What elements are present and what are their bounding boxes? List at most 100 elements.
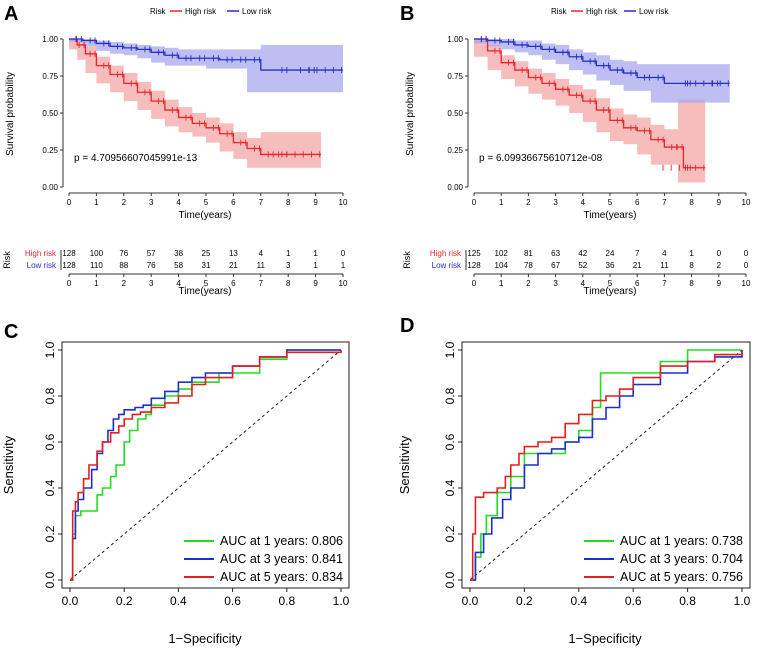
km-b-axes: 0.00 0.25 0.50 0.75 1.00 0 1 2 3 4 5 6 7 8 9 10: [447, 35, 751, 207]
km-a-table-tick-label: 2: [122, 279, 127, 288]
roc-d-xtick-label: 0.6: [625, 594, 642, 608]
km-a-table-title: Risk: [2, 251, 12, 269]
roc-panel-d: Sensitivity 1−Specificity 0.0 0.2 0.4 0.6 0.…: [397, 341, 751, 646]
km-b-table-count: 63: [551, 249, 560, 258]
roc-c-curve-1y: [70, 349, 341, 581]
km-b-legend-low: Low risk: [639, 7, 669, 16]
km-a-table-tick-label: 8: [286, 279, 291, 288]
km-a-table-tick-label: 9: [313, 279, 318, 288]
km-a-ytick-label: 0.00: [42, 183, 58, 192]
km-a-table-count: 128: [62, 249, 76, 258]
km-a-table-count: 100: [90, 249, 104, 258]
km-b-table-count: 4: [662, 249, 667, 258]
km-a-table-count: 3: [286, 261, 291, 270]
roc-c-ylabel: Sensitivity: [1, 435, 16, 494]
km-b-table-tick-label: 6: [635, 279, 640, 288]
km-a-table-tick-label: 10: [339, 279, 348, 288]
km-a-ytick-label: 0.25: [42, 146, 58, 155]
km-a-table-count: 11: [257, 261, 266, 270]
km-b-table-tick-label: 4: [581, 279, 586, 288]
km-b-curves: [474, 36, 730, 183]
km-a-table-tick-label: 4: [176, 279, 181, 288]
km-a-table-count: 0: [341, 249, 346, 258]
roc-c-frame: [61, 341, 350, 589]
km-a-table-count: 57: [147, 249, 156, 258]
panel-letter-b: B: [400, 3, 414, 25]
km-a-table-tick-label: 6: [231, 279, 236, 288]
roc-d-ylabel: Sensitivity: [397, 435, 412, 494]
km-a-xtick-label: 1: [94, 198, 99, 207]
roc-d-ytick-label: 1.0: [443, 341, 457, 358]
km-b-xtick-label: 7: [662, 198, 667, 207]
km-b-xtick-label: 4: [581, 198, 586, 207]
km-panel-a: Risk High risk Low risk Survival probabi…: [2, 7, 348, 297]
km-a-table-count: 88: [119, 261, 128, 270]
km-b-table-tick-label: 0: [472, 279, 477, 288]
km-b-table-count: 7: [635, 249, 640, 258]
km-b-table-count: 42: [578, 249, 587, 258]
km-b-xtick-label: 0: [472, 198, 477, 207]
roc-d-legend: AUC at 1 years: 0.738 AUC at 3 years: 0.7…: [584, 534, 743, 584]
roc-c-xlabel: 1−Specificity: [168, 631, 242, 646]
km-a-ytick-label: 0.75: [42, 72, 58, 81]
km-a-xtick-label: 3: [149, 198, 154, 207]
km-a-xtick-label: 9: [313, 198, 318, 207]
km-a-low-ci-band: [69, 39, 343, 93]
roc-c-ytick-label: 0.8: [43, 387, 57, 404]
km-a-ylabel: Survival probability: [5, 72, 16, 156]
roc-c-curve-5y: [70, 350, 342, 581]
km-a-ytick-label: 0.50: [42, 109, 58, 118]
km-b-xtick-label: 1: [499, 198, 504, 207]
km-b-table-count: 36: [606, 261, 615, 270]
km-b-table-title: Risk: [402, 251, 412, 269]
roc-c-legend-label-1y: AUC at 1 years: 0.806: [220, 534, 343, 548]
km-b-table-tick-label: 9: [717, 279, 722, 288]
km-b-pvalue: p = 6.09936675610712e-08: [479, 153, 603, 164]
roc-d-curves: [469, 349, 743, 581]
roc-d-frame: [461, 341, 751, 589]
km-b-xtick-label: 9: [717, 198, 722, 207]
km-a-table-count: 13: [229, 249, 238, 258]
km-a-table-count: 1: [341, 261, 346, 270]
km-b-table-count: 52: [578, 261, 587, 270]
km-a-table-count: 58: [174, 261, 183, 270]
km-a-curves: [69, 36, 343, 168]
km-b-table-tick-label: 8: [689, 279, 694, 288]
km-a-table-tick-label: 1: [94, 279, 99, 288]
roc-c-xtick-label: 1.0: [333, 594, 350, 608]
km-b-low-curve: [474, 38, 730, 85]
km-a-table-count: 25: [202, 249, 211, 258]
roc-d-xlabel: 1−Specificity: [568, 631, 642, 646]
km-a-axes: 0.00 0.25 0.50 0.75 1.00 0 1 2 3 4 5 6 7 8 9 10: [42, 35, 348, 207]
km-b-ytick-label: 0.50: [447, 109, 463, 118]
km-b-table-tick-label: 5: [608, 279, 613, 288]
roc-d-curve-5y: [470, 352, 743, 581]
km-a-xtick-label: 6: [231, 198, 236, 207]
km-b-high-curve: [474, 38, 706, 169]
km-b-high-ci-band: [474, 39, 706, 183]
km-b-table-tick-label: 10: [742, 279, 751, 288]
km-b-table-tick-label: 7: [662, 279, 667, 288]
km-b-table-count: 128: [467, 261, 481, 270]
roc-c-xtick-label: 0.4: [170, 594, 187, 608]
km-b-table-count: 102: [495, 249, 509, 258]
roc-c-legend: AUC at 1 years: 0.806 AUC at 3 years: 0.8…: [184, 534, 343, 584]
km-a-xtick-label: 7: [259, 198, 264, 207]
km-a-legend-low: Low risk: [242, 7, 272, 16]
km-a-xtick-label: 5: [204, 198, 209, 207]
km-b-ylabel: Survival probability: [405, 72, 416, 156]
roc-c-xtick-label: 0.2: [116, 594, 133, 608]
km-b-table-count: 78: [524, 261, 533, 270]
panel-letter-a: A: [4, 3, 18, 25]
km-a-table-tick-label: 5: [204, 279, 209, 288]
roc-c-ytick-label: 1.0: [43, 341, 57, 358]
km-b-legend-title: Risk: [551, 7, 568, 16]
km-a-table-low-label: Low risk: [27, 261, 57, 270]
km-b-table-count: 67: [551, 261, 560, 270]
roc-d-legend-label-3y: AUC at 3 years: 0.704: [620, 552, 743, 566]
km-b-xtick-label: 5: [608, 198, 613, 207]
roc-d-xtick-label: 0.8: [679, 594, 696, 608]
roc-c-xtick-label: 0.6: [224, 594, 241, 608]
